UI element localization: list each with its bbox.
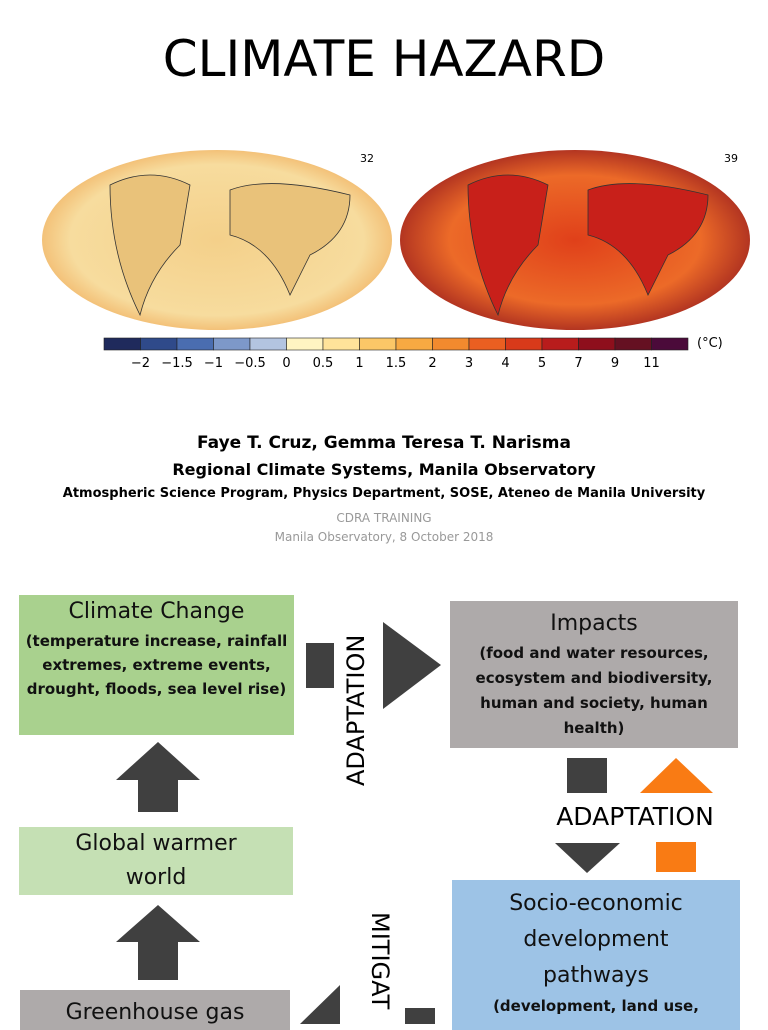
colorbar-segment [286,337,324,351]
colorbar-segment [578,337,616,351]
map-left [42,150,392,330]
colorbar-tick: 0 [282,356,291,371]
node-detail: (temperature increase, rainfall extremes… [25,632,288,698]
colorbar-tick: 2 [428,356,437,371]
colorbar-segment [468,337,506,351]
colorbar-segment [395,337,433,351]
map-label: 32 [360,152,374,165]
label: MITIGAT [366,912,394,1010]
node-title: Socio-economic development pathways [509,891,683,988]
node: Global warmer world [19,827,293,895]
colorbar-tick: 1 [355,356,364,371]
colorbar-tick: 11 [643,356,660,371]
colorbar-segment [614,337,652,351]
colorbar-tick: 1.5 [385,356,407,371]
colorbar-tick: 4 [501,356,510,371]
colorbar-tick: −0.5 [234,356,266,371]
orange-arrows [640,758,713,872]
node: Socio-economic development pathways (deve… [452,880,740,1030]
label: ADAPTATION [556,802,714,831]
colorbar-segment [541,337,579,351]
colorbar-tick: 3 [464,356,474,371]
colorbar-tick: 9 [610,356,620,371]
affiliation: Regional Climate Systems, Manila Observa… [172,460,596,479]
affiliation: Atmospheric Science Program, Physics Dep… [62,486,706,501]
event: CDRA TRAINING [336,511,432,525]
node: Greenhouse gas [20,990,290,1030]
colorbar-segment [249,337,287,351]
map-right [400,150,750,330]
node: Climate Change (temperature increase, rai… [19,595,294,735]
colorbar-segment [651,337,689,351]
colorbar-segment [432,337,470,351]
colorbar-unit: (°C) [697,336,723,351]
colorbar-tick: −1.5 [161,356,193,371]
colorbar-tick: 0.5 [312,356,334,371]
colorbar-segment [322,337,360,351]
colorbar-segment [140,337,178,351]
node-title: Climate Change [68,599,245,624]
colorbar-segment [103,337,141,351]
colorbar [103,337,689,351]
map-label: 39 [724,152,738,165]
node-detail: (development, land use, [493,997,699,1015]
continents [467,174,709,317]
title: CLIMATE HAZARD [162,30,606,88]
continents [109,174,351,317]
colorbar-tick: −2 [130,356,151,371]
authors: Faye T. Cruz, Gemma Teresa T. Narisma [197,433,571,453]
node-detail: (food and water resources, ecosystem and… [475,644,713,737]
colorbar-segment [213,337,251,351]
colorbar-tick: 7 [574,356,583,371]
node: Impacts (food and water resources, ecosys… [450,601,738,748]
colorbar-segment [359,337,397,351]
node-title: Impacts [550,611,638,636]
node-title: Greenhouse gas [65,1000,245,1025]
venue-date: Manila Observatory, 8 October 2018 [274,530,494,544]
colorbar-segment [176,337,214,351]
colorbar-segment [505,337,543,351]
colorbar-tick: −1 [203,356,224,371]
colorbar-tick: 5 [537,356,547,371]
node-title: Global warmer world [75,831,237,890]
arrows [116,622,620,1024]
label: ADAPTATION [342,634,370,786]
